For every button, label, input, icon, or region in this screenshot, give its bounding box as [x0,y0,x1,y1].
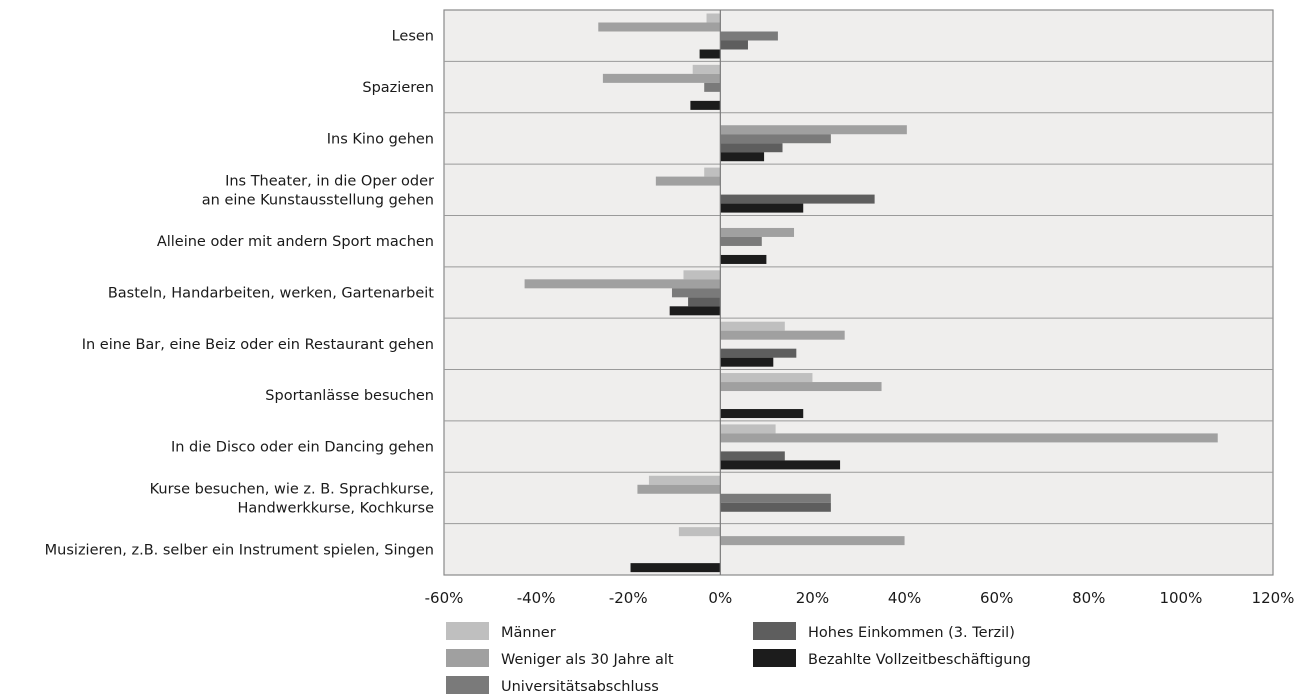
bar [683,270,721,280]
legend: Männer Weniger als 30 Jahre alt Universitä… [446,622,1031,695]
bar [671,288,721,298]
legend-label: Bezahlte Vollzeitbeschäftigung [808,652,1031,668]
x-tick-label: 100% [1159,589,1202,607]
bar [720,134,831,144]
bar [637,484,721,494]
bar [720,227,795,237]
category-label: Ins Theater, in die Oper oder [225,173,434,189]
bar [648,475,721,485]
x-axis-tick-labels: -60% -40% -20% 0% 20% 40% 60% 80% 100% 120% [425,589,1295,607]
bar [720,424,776,434]
x-tick-label: 20% [796,589,829,607]
bar [720,143,783,153]
x-tick-label: -40% [517,589,556,607]
category-label: In eine Bar, eine Beiz oder ein Restaura… [82,337,434,353]
x-tick-label: 120% [1252,589,1295,607]
bar [720,460,841,470]
category-label: Sportanlässe besuchen [265,388,434,404]
bar [598,22,721,32]
category-label: In die Disco oder ein Dancing gehen [171,440,434,456]
legend-swatch [753,622,796,640]
x-tick-label: 80% [1072,589,1105,607]
legend-label: Weniger als 30 Jahre alt [501,652,674,668]
bar [720,330,845,340]
bar [720,31,778,41]
bar [720,348,797,358]
bar [720,502,831,512]
bar [602,73,721,83]
category-label: Kurse besuchen, wie z. B. Sprachkurse, [150,481,434,497]
legend-swatch [446,622,489,640]
bar [630,563,721,573]
bar [692,64,721,74]
x-tick-label: 0% [708,589,732,607]
bar [720,194,875,204]
x-tick-label: 40% [888,589,921,607]
bar [669,306,721,316]
bar [524,279,721,289]
x-tick-label: 60% [980,589,1013,607]
bar [678,527,721,537]
x-tick-label: -20% [609,589,648,607]
bar [720,451,785,461]
bar [720,409,804,419]
bar [720,203,804,213]
legend-label: Hohes Einkommen (3. Terzil) [808,625,1015,641]
bar [720,433,1218,443]
bar [720,536,905,546]
bar [720,254,767,264]
bar [720,125,907,135]
bar [720,373,813,383]
legend-label: Männer [501,625,556,641]
bar [720,493,831,503]
bar [720,321,785,331]
bar [704,82,721,92]
bar [720,152,765,162]
bar [704,167,721,177]
category-label: an eine Kunstausstellung gehen [202,192,434,208]
category-labels: Lesen Spazieren Ins Kino gehen Ins Theater,… [45,29,435,559]
bar [699,49,721,59]
plot-background [443,9,1274,576]
category-label: Handwerkkurse, Kochkurse [237,500,434,516]
legend-swatch [446,649,489,667]
x-tick-label: -60% [425,589,464,607]
bar [688,297,721,307]
bar [720,236,762,246]
legend-label: Universitätsabschluss [501,679,659,695]
legend-swatch [753,649,796,667]
category-label: Spazieren [362,80,434,96]
category-label: Musizieren, z.B. selber ein Instrument s… [45,542,434,558]
category-label: Ins Kino gehen [327,131,434,147]
bar [655,176,721,186]
category-label: Lesen [392,29,434,45]
plot-area [443,9,1274,576]
category-label: Alleine oder mit andern Sport machen [157,234,434,250]
bar [720,40,748,50]
legend-swatch [446,676,489,694]
bar [690,100,721,110]
category-label: Basteln, Handarbeiten, werken, Gartenarb… [108,286,434,302]
bar [720,382,882,392]
bar [720,357,774,367]
bar [706,13,721,23]
